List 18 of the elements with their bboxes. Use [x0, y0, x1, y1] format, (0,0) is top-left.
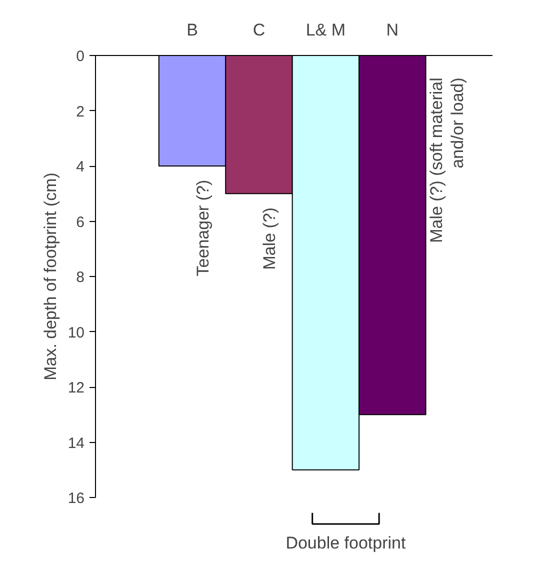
- y-tick-label: 10: [68, 324, 85, 342]
- annotation: Teenager (?): [193, 180, 212, 276]
- y-tick-label: 14: [68, 434, 85, 452]
- x-tick-label: C: [252, 20, 266, 40]
- text: Male (?) (soft material and/or load): [426, 78, 468, 243]
- y-tick-label: 12: [68, 380, 85, 396]
- text: Double footprint: [286, 534, 406, 553]
- y-tick-label: 0: [76, 48, 84, 65]
- y-tick-label: 4: [76, 158, 84, 176]
- y-tick-label: 16: [68, 490, 85, 507]
- annotation: Male (?): [260, 207, 279, 270]
- y-tick-label: 6: [76, 214, 84, 231]
- y-tick-label: 8: [76, 269, 84, 286]
- x-tick-label: N: [386, 20, 399, 40]
- x-tick-label: L& M: [306, 20, 346, 40]
- x-tick-label: B: [186, 20, 198, 40]
- y-axis-title: Max. depth of footprint (cm): [40, 172, 60, 380]
- y-tick-label: 2: [76, 103, 84, 120]
